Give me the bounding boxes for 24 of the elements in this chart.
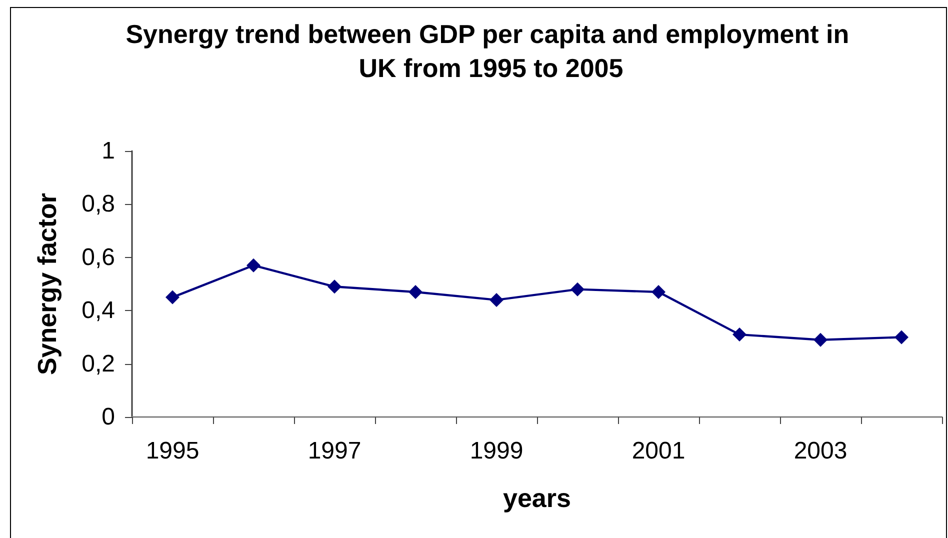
point — [652, 284, 666, 299]
x-tick-label: 2003 — [794, 438, 848, 464]
point — [732, 328, 746, 342]
y-tick-label: 0,4 — [82, 297, 115, 324]
y-tick-label: 0 — [102, 404, 115, 430]
x-tick-label: 1997 — [308, 438, 362, 464]
point — [570, 282, 584, 296]
y-tick-label: 0,8 — [82, 190, 115, 218]
point — [490, 292, 504, 307]
chart-title: Synergy trend between GDP per capita and employment in UK from 1995 to 2005 — [126, 19, 856, 83]
x-tick-label: 1995 — [146, 438, 200, 464]
y-tick-label: 0,2 — [82, 350, 115, 378]
y-tick-label: 0,6 — [82, 244, 115, 271]
point — [894, 330, 908, 344]
point — [328, 280, 342, 294]
y-axis-title: Synergy factor — [32, 192, 62, 376]
x-axis-title: years — [503, 483, 571, 513]
point — [246, 258, 260, 272]
point — [166, 290, 180, 304]
x-tick-label: 2001 — [632, 438, 686, 464]
point — [408, 284, 422, 299]
y-tick-label: 1 — [102, 138, 115, 164]
x-tick-label: 1999 — [470, 438, 524, 464]
point — [814, 332, 828, 347]
